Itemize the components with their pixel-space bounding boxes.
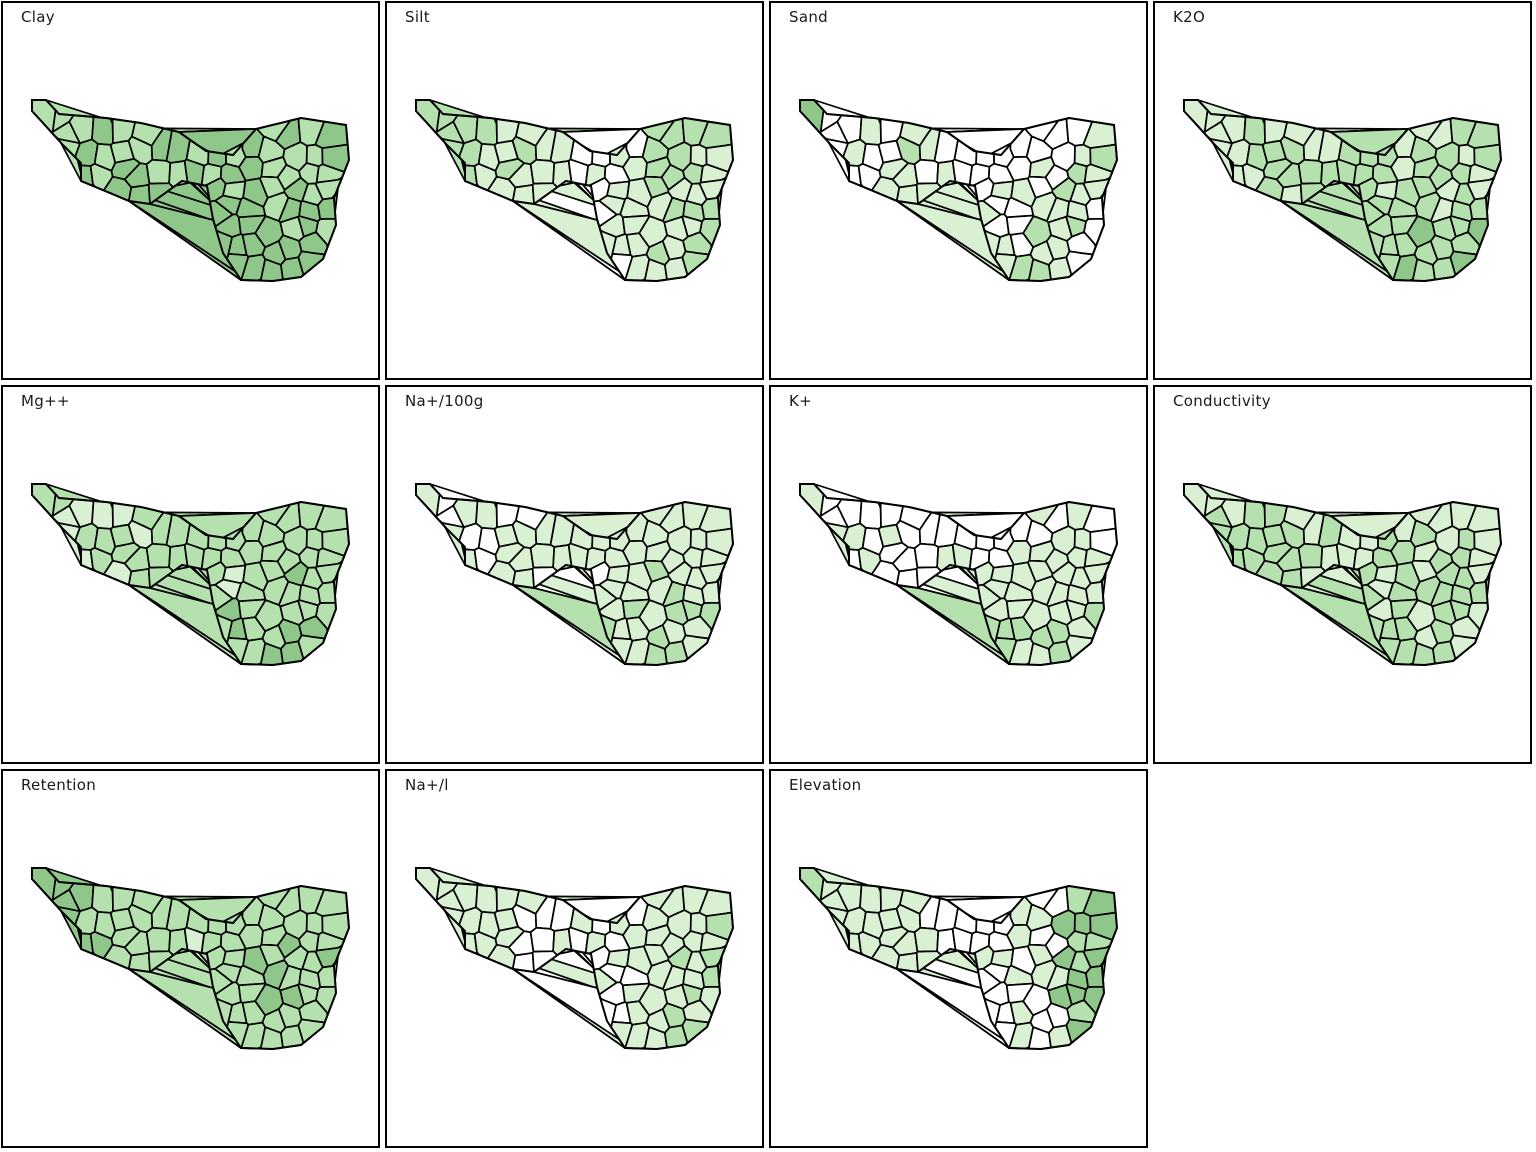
region-outline <box>799 483 1119 667</box>
map-panel: Conductivity <box>1153 385 1532 764</box>
map-cell <box>145 542 172 569</box>
panel-title: Na+/l <box>405 776 449 794</box>
map-cell <box>475 884 498 914</box>
map-panel: Mg++ <box>1 385 380 764</box>
panel-title: Sand <box>789 8 828 26</box>
map-cell <box>91 116 114 146</box>
region-outline <box>799 867 1119 1051</box>
map-panel: Silt <box>385 1 764 380</box>
map-cell <box>145 926 172 953</box>
choropleth-map <box>415 867 735 1051</box>
map-cell <box>91 500 114 530</box>
map-cell <box>297 250 327 278</box>
region-outline <box>799 99 1119 283</box>
map-cell <box>91 884 114 914</box>
panel-title: Retention <box>21 776 97 794</box>
map-panel: K2O <box>1153 1 1532 380</box>
panel-title: K+ <box>789 392 813 410</box>
choropleth-map <box>799 483 1119 667</box>
choropleth-map <box>415 99 735 283</box>
map-cell <box>913 542 940 569</box>
panel-title: Mg++ <box>21 392 70 410</box>
panel-title: Silt <box>405 8 430 26</box>
choropleth-map <box>31 483 351 667</box>
region-outline <box>31 867 351 1051</box>
region-outline <box>415 483 735 667</box>
map-panel: Elevation <box>769 769 1148 1148</box>
map-cell <box>1449 250 1479 278</box>
map-cell <box>145 158 172 185</box>
map-cell <box>1065 1018 1095 1046</box>
map-cell <box>529 926 556 953</box>
map-panel: Clay <box>1 1 380 380</box>
region-outline <box>31 483 351 667</box>
choropleth-map <box>799 867 1119 1051</box>
map-cell <box>529 158 556 185</box>
map-panel: Na+/l <box>385 769 764 1148</box>
map-cell <box>681 634 711 662</box>
panel-title: Conductivity <box>1173 392 1271 410</box>
map-panel: K+ <box>769 385 1148 764</box>
map-cell <box>1243 500 1266 530</box>
region-outline <box>1183 99 1503 283</box>
map-cell <box>681 1018 711 1046</box>
map-cell <box>913 158 940 185</box>
choropleth-map <box>799 99 1119 283</box>
map-cell <box>859 884 882 914</box>
map-cell <box>475 116 498 146</box>
region-outline <box>415 99 735 283</box>
map-cell <box>297 1018 327 1046</box>
map-panel: Retention <box>1 769 380 1148</box>
map-panel: Na+/100g <box>385 385 764 764</box>
map-cell <box>913 926 940 953</box>
map-panel: Sand <box>769 1 1148 380</box>
panel-title: Na+/100g <box>405 392 484 410</box>
choropleth-map <box>1183 99 1503 283</box>
map-cell <box>297 634 327 662</box>
map-cell <box>1297 158 1324 185</box>
choropleth-map <box>31 99 351 283</box>
panel-title: K2O <box>1173 8 1206 26</box>
choropleth-map <box>415 483 735 667</box>
map-cell <box>475 500 498 530</box>
region-outline <box>1183 483 1503 667</box>
map-cell <box>529 542 556 569</box>
map-cell <box>681 250 711 278</box>
region-outline <box>31 99 351 283</box>
map-cell <box>859 500 882 530</box>
region-outline <box>415 867 735 1051</box>
map-cell <box>1065 634 1095 662</box>
map-cell <box>1297 542 1324 569</box>
map-cell <box>1449 634 1479 662</box>
panel-title: Clay <box>21 8 55 26</box>
map-cell <box>1243 116 1266 146</box>
choropleth-map <box>1183 483 1503 667</box>
map-cell <box>1065 250 1095 278</box>
panel-title: Elevation <box>789 776 862 794</box>
choropleth-map <box>31 867 351 1051</box>
map-cell <box>859 116 882 146</box>
